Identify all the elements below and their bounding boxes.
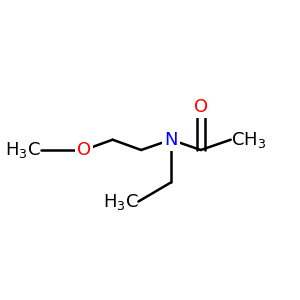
Text: H$_3$C: H$_3$C [103, 191, 138, 212]
Text: O: O [194, 98, 208, 116]
Text: N: N [164, 131, 178, 149]
Text: CH$_3$: CH$_3$ [231, 130, 266, 150]
Text: O: O [77, 141, 91, 159]
Text: H$_3$C: H$_3$C [5, 140, 41, 160]
